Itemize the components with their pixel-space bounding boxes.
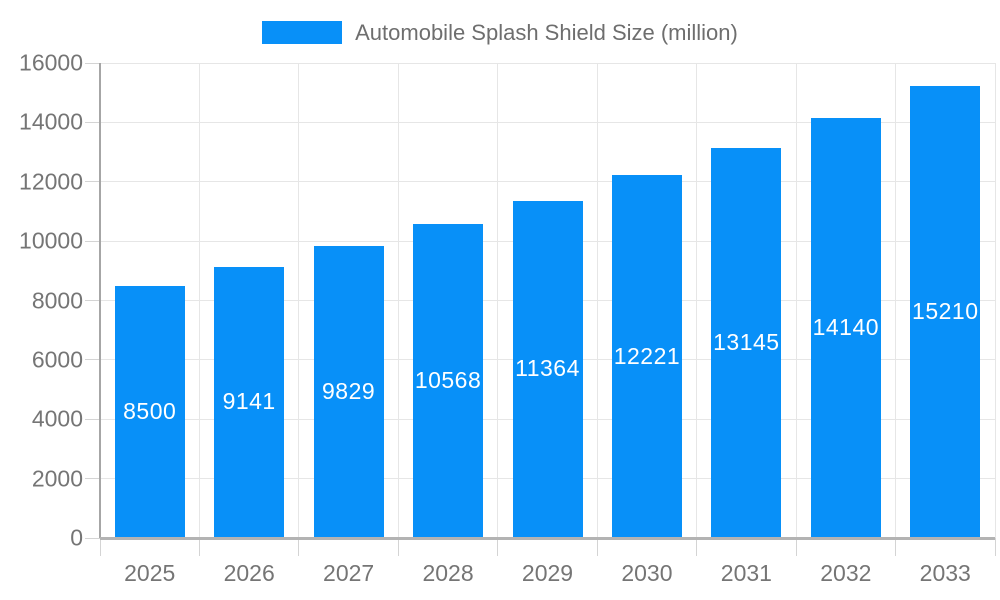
x-axis-category-label: 2027 — [323, 560, 375, 586]
legend-item[interactable]: Automobile Splash Shield Size (million) — [0, 16, 1000, 48]
bar-value-label: 12221 — [613, 342, 681, 369]
bar-2025[interactable]: 8500 — [114, 285, 185, 537]
y-axis-tick — [85, 418, 100, 420]
gridline-vertical — [994, 63, 996, 538]
bar-2029[interactable]: 11364 — [512, 200, 583, 537]
y-axis-tick-label: 14000 — [19, 108, 83, 135]
x-axis-tick — [198, 538, 200, 556]
x-axis-category-label: 2029 — [521, 560, 574, 586]
gridline-vertical — [696, 63, 698, 538]
x-axis-tick — [795, 538, 797, 556]
y-axis-tick-label: 12000 — [19, 168, 83, 195]
x-axis-category-label: 2031 — [720, 560, 772, 586]
x-axis-tick — [99, 538, 101, 556]
bar-2030[interactable]: 12221 — [611, 175, 682, 537]
x-axis-category-label: 2028 — [422, 560, 474, 586]
bar-2027[interactable]: 9829 — [313, 246, 384, 537]
y-axis-tick — [85, 181, 100, 183]
gridline-vertical — [895, 63, 897, 538]
y-axis-tick — [85, 62, 100, 64]
bar-value-label: 13145 — [713, 328, 780, 355]
x-axis-tick — [298, 538, 300, 556]
bar-value-label: 11364 — [515, 355, 580, 382]
x-axis-tick — [596, 538, 598, 556]
y-axis-tick-label: 16000 — [19, 49, 83, 76]
bar-2028[interactable]: 10568 — [413, 224, 484, 537]
y-axis-tick-label: 8000 — [31, 287, 83, 313]
gridline-vertical — [497, 63, 499, 538]
bar-value-label: 10568 — [414, 367, 482, 394]
x-axis-category-label: 2033 — [919, 560, 971, 586]
x-axis-category-label: 2032 — [820, 560, 872, 586]
bar-value-label: 15210 — [912, 298, 979, 325]
x-axis-tick — [696, 538, 698, 556]
x-axis-category-label: 2026 — [223, 560, 275, 586]
x-axis-tick — [497, 538, 499, 556]
y-axis-tick — [85, 240, 100, 242]
legend-swatch — [262, 20, 343, 44]
y-axis-tick-label: 6000 — [31, 346, 83, 373]
y-axis-tick — [85, 121, 100, 123]
bar-value-label: 9141 — [222, 388, 276, 415]
bar-value-label: 9829 — [322, 378, 376, 405]
bar-value-label: 14140 — [812, 314, 880, 341]
y-axis-tick-label: 2000 — [31, 465, 83, 492]
x-axis-tick — [895, 538, 897, 556]
y-axis-tick — [85, 478, 100, 480]
bar-2031[interactable]: 13145 — [711, 147, 782, 537]
bar-2026[interactable]: 9141 — [214, 266, 285, 537]
x-axis-category-label: 2030 — [621, 560, 673, 586]
gridline-horizontal — [100, 121, 995, 123]
bar-2032[interactable]: 14140 — [810, 118, 881, 537]
y-axis-tick-label: 0 — [70, 524, 83, 551]
gridline-vertical — [298, 63, 300, 538]
gridline-horizontal — [100, 62, 995, 64]
x-axis-category-label: 2025 — [124, 560, 176, 586]
bar-2033[interactable]: 15210 — [910, 86, 981, 537]
gridline-vertical — [795, 63, 797, 538]
y-axis-tick-label: 4000 — [31, 405, 83, 432]
x-axis-tick — [397, 538, 399, 556]
gridline-vertical — [397, 63, 399, 538]
x-axis-line — [100, 537, 995, 540]
y-axis-tick — [85, 359, 100, 361]
gridline-vertical — [198, 63, 200, 538]
y-axis-tick — [85, 300, 100, 301]
gridline-vertical — [596, 63, 598, 538]
y-axis-tick-label: 10000 — [19, 227, 83, 254]
y-axis-tick — [85, 537, 100, 539]
x-axis-tick — [994, 538, 996, 556]
y-axis-line — [99, 63, 101, 538]
gridline-horizontal — [100, 181, 995, 183]
bar-value-label: 8500 — [123, 397, 177, 424]
legend-label: Automobile Splash Shield Size (million) — [355, 19, 738, 45]
